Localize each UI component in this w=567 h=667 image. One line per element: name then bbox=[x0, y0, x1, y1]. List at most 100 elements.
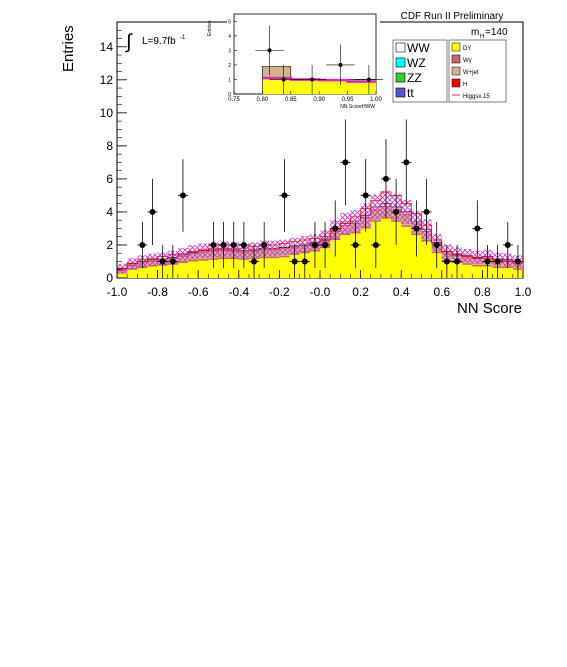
uncertainty-bin bbox=[198, 243, 209, 259]
bar-dy bbox=[218, 259, 229, 278]
inset-y-tick-label: 4 bbox=[228, 34, 231, 40]
bar-dy bbox=[472, 266, 483, 278]
legend-label: WW bbox=[407, 41, 430, 55]
data-point bbox=[179, 192, 186, 199]
uncertainty-bin bbox=[472, 250, 483, 264]
inset-y-tick-label: 3 bbox=[228, 48, 231, 54]
data-point bbox=[514, 258, 521, 265]
data-point bbox=[291, 258, 298, 265]
higgs-signal-step bbox=[117, 191, 523, 269]
legend-swatch bbox=[395, 42, 406, 53]
uncertainty-bin bbox=[350, 210, 361, 232]
data-point bbox=[210, 241, 217, 248]
x-tick-label: 0.4 bbox=[393, 285, 410, 299]
inset-x-tick-label: 1.00 bbox=[370, 97, 382, 103]
bar-dy bbox=[127, 269, 138, 278]
inset-signal-step bbox=[262, 76, 376, 83]
y-tick-label: 0 bbox=[106, 271, 113, 285]
bar-dy bbox=[208, 259, 219, 278]
data-point bbox=[403, 159, 410, 166]
inset-bar-dy bbox=[290, 80, 320, 94]
x-tick-label: -0.2 bbox=[269, 285, 290, 299]
inset-x-tick-label: 0.95 bbox=[342, 97, 354, 103]
legend-label: WZ bbox=[407, 56, 426, 70]
data-point bbox=[504, 241, 511, 248]
axes: -1.0 -0.8 -0.6 -0.4 -0.2 -0.0 0.2 0.4 0.6 0.8 1.00… bbox=[100, 21, 532, 299]
data-point bbox=[230, 241, 237, 248]
uncertainty-bin bbox=[340, 212, 351, 235]
x-tick-label: 0.8 bbox=[474, 285, 491, 299]
bar-dy bbox=[340, 235, 351, 278]
legend-label: DY bbox=[463, 46, 471, 52]
x-tick-label: 1.0 bbox=[515, 285, 532, 299]
legend-swatch bbox=[395, 57, 406, 68]
data-point bbox=[484, 258, 491, 265]
uncertainty-bin bbox=[299, 235, 310, 253]
bar-dy bbox=[462, 264, 473, 278]
inset-chart: 0.75 0.80 0.85 0.90 0.95 1.00 0 1 2 3 4 5 Entries N… bbox=[207, 8, 384, 110]
bar-wgamma bbox=[198, 259, 209, 261]
data-points bbox=[137, 119, 523, 278]
uncertainty-bin bbox=[370, 194, 381, 220]
inset-y-tick-label: 1 bbox=[228, 77, 231, 83]
inset-data-point bbox=[366, 77, 371, 82]
bar-wgamma bbox=[188, 259, 199, 262]
data-point bbox=[433, 241, 440, 248]
bar-dy bbox=[380, 218, 392, 278]
data-point bbox=[494, 258, 501, 265]
bar-wgamma bbox=[177, 261, 189, 264]
legend-swatch bbox=[451, 66, 461, 76]
x-axis-label: NN Score bbox=[457, 300, 522, 317]
svg-text:m: m bbox=[471, 27, 479, 38]
bar-dy bbox=[502, 268, 513, 278]
y-tick-label: 2 bbox=[106, 238, 113, 252]
uncertainty-bin bbox=[188, 245, 199, 260]
y-tick-label: 12 bbox=[100, 73, 114, 87]
y-tick-label: 8 bbox=[106, 139, 113, 153]
inset-x-tick-label: 0.85 bbox=[285, 97, 297, 103]
inset-y-tick-label: 2 bbox=[228, 63, 231, 69]
legend-label: W+jet bbox=[463, 70, 479, 76]
higgs-signal-line bbox=[117, 191, 523, 269]
bar-dy bbox=[269, 258, 280, 278]
data-point bbox=[423, 208, 430, 215]
data-point bbox=[413, 225, 420, 232]
x-tick-label: 0.6 bbox=[433, 285, 450, 299]
bar-wgamma bbox=[462, 263, 473, 265]
x-tick-label: 0.2 bbox=[352, 285, 369, 299]
legend-swatch bbox=[451, 78, 461, 88]
bar-wgamma bbox=[472, 264, 483, 267]
data-point bbox=[261, 241, 268, 248]
lumi-annotation: ∫ L=9.7fb -1 bbox=[118, 21, 194, 53]
bar-dy bbox=[117, 273, 128, 278]
bar-dy bbox=[279, 257, 290, 278]
lumi-exponent: -1 bbox=[180, 35, 186, 41]
data-point bbox=[342, 159, 349, 166]
bar-wgamma bbox=[401, 225, 412, 227]
svg-text:H: H bbox=[480, 34, 484, 40]
bar-dy bbox=[360, 228, 371, 278]
inset-data-points bbox=[255, 25, 384, 94]
data-point bbox=[322, 241, 329, 248]
inset-y-label: Entries bbox=[207, 20, 213, 36]
chart-title: CDF Run II Preliminary bbox=[401, 11, 504, 22]
data-point bbox=[301, 258, 308, 265]
data-point bbox=[474, 225, 481, 232]
inset-x-label: NN ScoreHWW bbox=[340, 104, 375, 110]
y-tick-label: 10 bbox=[100, 106, 114, 120]
inset-bar-dy bbox=[262, 79, 291, 94]
bar-wgamma bbox=[340, 233, 351, 236]
inset-y-tick-label: 5 bbox=[228, 19, 231, 25]
bar-dy bbox=[401, 226, 412, 278]
data-point bbox=[362, 192, 369, 199]
bar-wgamma bbox=[269, 256, 280, 259]
mass-annotation: m H =140 bbox=[471, 27, 508, 40]
data-point bbox=[454, 258, 461, 265]
bar-wgamma bbox=[370, 220, 381, 222]
bar-dy bbox=[391, 221, 402, 278]
legend-swatch bbox=[395, 72, 406, 83]
inset-x-tick-label: 0.80 bbox=[257, 97, 269, 103]
inset-y-tick-label: 0 bbox=[228, 92, 231, 98]
